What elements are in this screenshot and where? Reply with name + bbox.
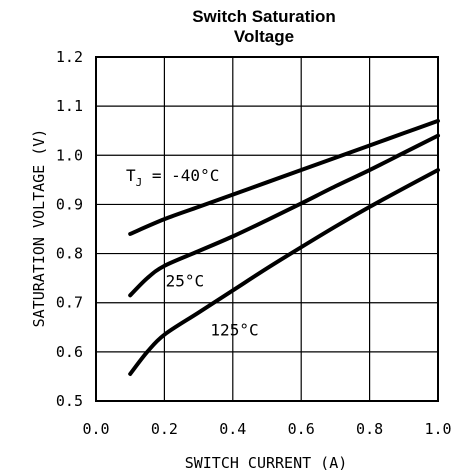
y-tick-label: 1.2 — [56, 48, 83, 66]
x-tick-label: 0.2 — [151, 420, 178, 438]
y-axis-title: SATURATION VOLTAGE (V) — [30, 129, 48, 328]
chart-title-line-2: Voltage — [234, 27, 294, 46]
y-tick-label: 0.5 — [56, 392, 83, 410]
series-label-2: 125°C — [210, 321, 258, 340]
x-tick-label: 0.0 — [82, 420, 109, 438]
y-tick-label: 0.6 — [56, 343, 83, 361]
series-label-1: 25°C — [166, 272, 205, 291]
y-tick-label: 0.7 — [56, 294, 83, 312]
x-tick-label: 0.6 — [288, 420, 315, 438]
series-line-2 — [128, 168, 440, 376]
series-label-tj-minus40: TJ = -40°C — [126, 166, 219, 189]
x-axis-title: SWITCH CURRENT (A) — [185, 454, 348, 472]
y-tick-label: 1.1 — [56, 97, 83, 115]
plot-frame — [95, 56, 439, 402]
x-tick-label: 1.0 — [424, 420, 451, 438]
tick-labels: 0.0 0.2 0.4 0.6 0.8 1.0 0.5 0.6 0.7 0.8 0.9 1.0 1.1 1… — [56, 48, 452, 438]
series-line-0 — [128, 118, 440, 236]
y-tick-label: 1.0 — [56, 146, 83, 164]
series-line-1 — [128, 133, 440, 298]
y-tick-label: 0.9 — [56, 195, 83, 213]
x-tick-label: 0.8 — [356, 420, 383, 438]
x-tick-label: 0.4 — [219, 420, 246, 438]
chart-title-line-1: Switch Saturation — [192, 7, 336, 26]
y-tick-label: 0.8 — [56, 245, 83, 263]
series-layer — [128, 118, 440, 376]
curve-labels: TJ = -40°C 25°C 125°C — [126, 166, 259, 340]
